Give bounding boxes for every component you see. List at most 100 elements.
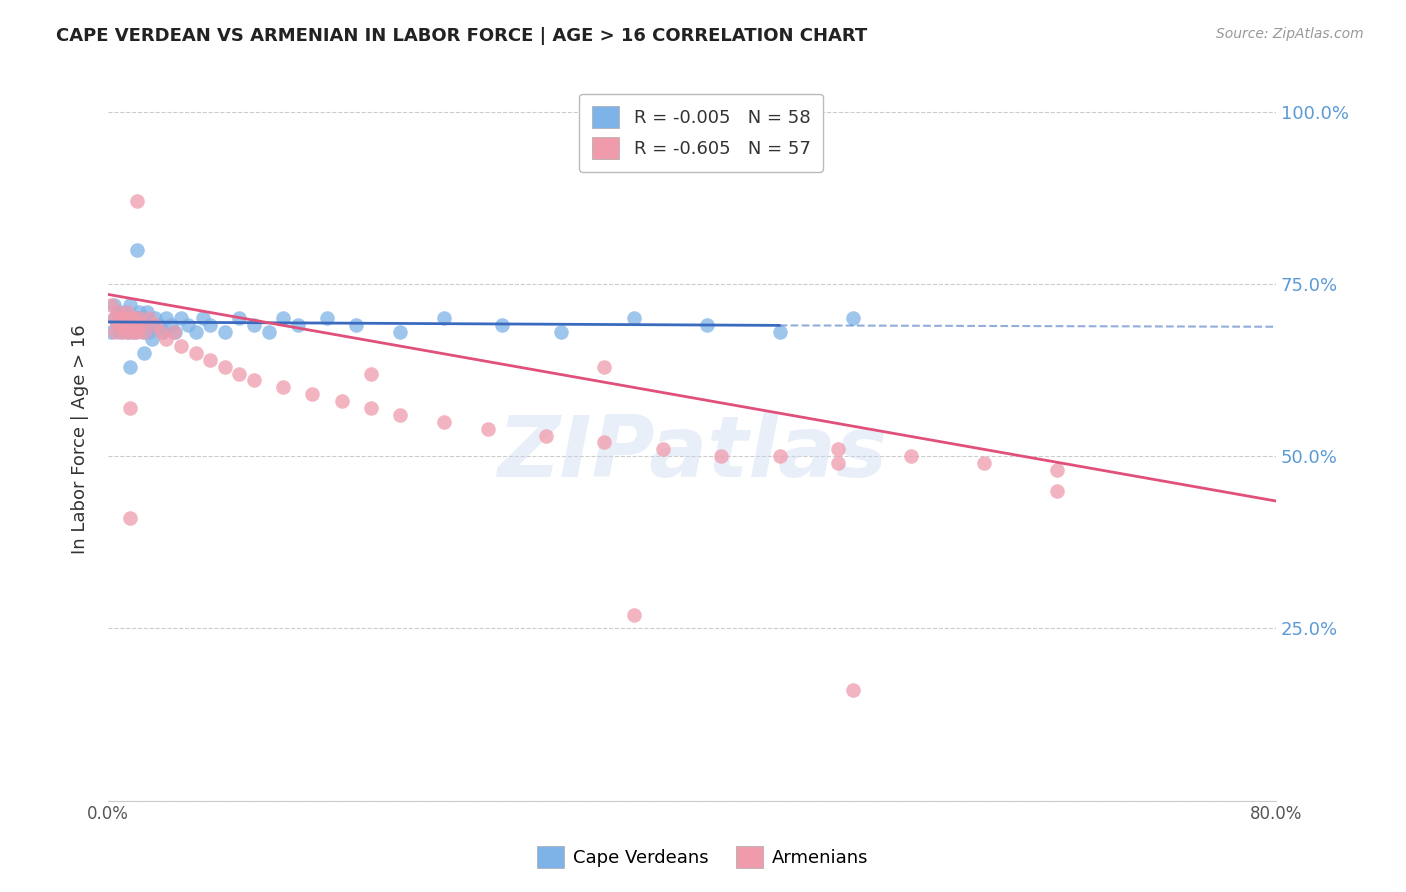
Point xyxy=(228,367,250,381)
Point xyxy=(214,326,236,340)
Point xyxy=(344,318,367,333)
Point xyxy=(360,401,382,415)
Point xyxy=(104,326,127,340)
Point xyxy=(165,326,187,340)
Point xyxy=(360,367,382,381)
Point xyxy=(623,311,645,326)
Point xyxy=(152,326,174,340)
Point xyxy=(127,318,149,333)
Point xyxy=(121,318,143,333)
Point xyxy=(287,318,309,333)
Point xyxy=(388,326,411,340)
Point xyxy=(191,311,214,326)
Point xyxy=(316,311,339,326)
Point xyxy=(127,243,149,257)
Point xyxy=(111,326,134,340)
Point xyxy=(132,326,155,340)
Point xyxy=(1046,483,1069,498)
Point xyxy=(827,456,849,470)
Point xyxy=(477,422,499,436)
Point xyxy=(149,326,172,340)
Point xyxy=(973,456,995,470)
Point xyxy=(104,311,127,326)
Point xyxy=(110,311,132,326)
Point xyxy=(271,380,294,394)
Point xyxy=(117,326,139,340)
Legend: Cape Verdeans, Armenians: Cape Verdeans, Armenians xyxy=(526,835,880,879)
Point xyxy=(107,304,129,318)
Point xyxy=(100,326,122,340)
Point xyxy=(118,401,141,415)
Point xyxy=(148,318,170,333)
Point xyxy=(651,442,673,457)
Point xyxy=(198,318,221,333)
Point xyxy=(136,304,159,318)
Point xyxy=(122,311,145,326)
Point xyxy=(271,311,294,326)
Point xyxy=(107,304,129,318)
Point xyxy=(127,194,149,209)
Point xyxy=(330,394,353,409)
Point xyxy=(105,318,128,333)
Point xyxy=(118,359,141,374)
Point xyxy=(198,352,221,367)
Text: Source: ZipAtlas.com: Source: ZipAtlas.com xyxy=(1216,27,1364,41)
Point xyxy=(184,326,207,340)
Point xyxy=(112,311,135,326)
Point xyxy=(128,304,150,318)
Point xyxy=(143,311,166,326)
Point xyxy=(841,311,863,326)
Point xyxy=(100,298,122,312)
Point xyxy=(1046,463,1069,477)
Point xyxy=(112,304,135,318)
Point xyxy=(214,359,236,374)
Point xyxy=(118,298,141,312)
Point xyxy=(900,449,922,463)
Point xyxy=(243,374,266,388)
Point xyxy=(257,326,280,340)
Point xyxy=(141,318,163,333)
Point xyxy=(143,318,166,333)
Point xyxy=(163,326,186,340)
Point xyxy=(120,318,142,333)
Point xyxy=(128,311,150,326)
Point xyxy=(710,449,733,463)
Y-axis label: In Labor Force | Age > 16: In Labor Force | Age > 16 xyxy=(72,324,89,554)
Text: CAPE VERDEAN VS ARMENIAN IN LABOR FORCE | AGE > 16 CORRELATION CHART: CAPE VERDEAN VS ARMENIAN IN LABOR FORCE … xyxy=(56,27,868,45)
Point xyxy=(105,318,128,333)
Point xyxy=(228,311,250,326)
Point xyxy=(120,311,142,326)
Point xyxy=(433,415,456,429)
Point xyxy=(177,318,200,333)
Point xyxy=(534,428,557,442)
Point xyxy=(134,346,156,360)
Point xyxy=(134,311,156,326)
Point xyxy=(135,318,157,333)
Point xyxy=(593,435,616,450)
Point xyxy=(115,304,138,318)
Point xyxy=(127,326,149,340)
Point xyxy=(114,311,136,326)
Point xyxy=(388,408,411,422)
Point xyxy=(433,311,456,326)
Point xyxy=(138,326,160,340)
Point xyxy=(827,442,849,457)
Point xyxy=(118,311,141,326)
Point xyxy=(103,298,125,312)
Point xyxy=(623,607,645,622)
Point xyxy=(184,346,207,360)
Point xyxy=(841,683,863,698)
Point xyxy=(108,326,131,340)
Point xyxy=(117,326,139,340)
Point xyxy=(593,359,616,374)
Point xyxy=(129,311,152,326)
Point xyxy=(125,318,148,333)
Point xyxy=(114,318,136,333)
Text: ZIPatlas: ZIPatlas xyxy=(496,412,887,495)
Point xyxy=(768,326,790,340)
Point xyxy=(155,311,177,326)
Point xyxy=(696,318,718,333)
Point xyxy=(170,339,193,353)
Point xyxy=(108,311,131,326)
Point xyxy=(111,318,134,333)
